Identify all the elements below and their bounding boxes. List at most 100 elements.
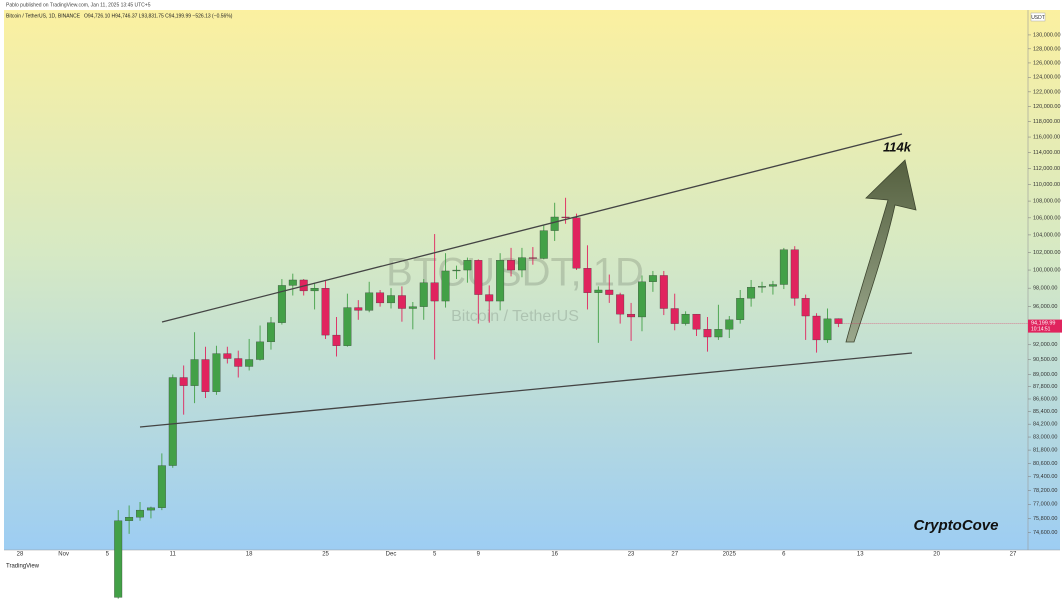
brand: TradingView — [6, 564, 40, 570]
candle-body — [114, 520, 123, 598]
candle-body — [136, 509, 144, 518]
candle-body — [125, 517, 134, 521]
candle-body — [496, 260, 505, 302]
candle-body — [343, 307, 352, 346]
symbol-line: Bitcoin / TetherUS, 1D, BINANCE — [6, 13, 81, 19]
price-tag: 94,199.99 — [1031, 321, 1055, 327]
candle-body — [397, 295, 406, 309]
candle-body — [528, 257, 537, 259]
candle-body — [267, 322, 275, 343]
y-tick-label: 128,000.00 — [1033, 46, 1061, 52]
y-tick-label: 130,000.00 — [1033, 32, 1061, 38]
candle-body — [452, 269, 461, 272]
y-tick-label: 80,600.00 — [1033, 461, 1057, 467]
candle-body — [408, 306, 417, 309]
x-tick-label: 27 — [1010, 552, 1017, 558]
countdown: 10:14:51 — [1031, 326, 1051, 332]
y-tick-label: 75,800.00 — [1033, 516, 1057, 522]
x-tick-label: Dec — [386, 552, 397, 558]
y-tick-label: 92,000.00 — [1033, 342, 1057, 348]
candle-body — [539, 230, 548, 259]
candle-body — [310, 288, 319, 292]
candle-body — [157, 465, 166, 508]
y-tick-label: 104,000.00 — [1033, 232, 1061, 238]
candle-body — [518, 257, 526, 271]
y-tick-label: 126,000.00 — [1033, 60, 1061, 66]
y-tick-label: 79,400.00 — [1033, 474, 1057, 480]
candle-body — [474, 260, 483, 295]
y-tick-label: 122,000.00 — [1033, 89, 1061, 95]
candle-body — [670, 308, 679, 324]
y-tick-label: 77,000.00 — [1033, 502, 1057, 508]
x-tick-label: 20 — [933, 552, 940, 558]
price-tag-box — [1028, 319, 1062, 333]
forecast-arrow — [845, 159, 917, 343]
candle-body — [736, 298, 745, 320]
y-tick-label: 100,000.00 — [1033, 268, 1061, 274]
candle-body — [616, 294, 625, 315]
candle-body — [801, 298, 810, 317]
publisher-line: Pablo published on TradingView.com, Jan … — [6, 2, 151, 8]
candle-body — [692, 313, 701, 330]
y-tick-label: 120,000.00 — [1033, 104, 1061, 110]
x-tick-label: 11 — [170, 552, 177, 558]
y-tick-label: 90,500.00 — [1033, 357, 1057, 363]
lower-trendline — [139, 352, 913, 428]
candle-body — [463, 260, 472, 271]
author-annotation: CryptoCove — [913, 517, 998, 534]
x-tick-label: 16 — [551, 552, 558, 558]
y-tick-label: 116,000.00 — [1033, 135, 1060, 141]
candle-body — [212, 353, 221, 392]
plot-background — [4, 10, 1060, 550]
x-tick-label: 6 — [782, 552, 786, 558]
candle-body — [779, 249, 788, 285]
candle-body — [485, 294, 494, 302]
candle-body — [747, 287, 756, 299]
candle-body — [179, 377, 188, 386]
y-tick-label: 118,000.00 — [1033, 119, 1060, 125]
candle-body — [223, 353, 232, 359]
candle-body — [168, 377, 177, 466]
candle-body — [638, 281, 646, 318]
y-tick-label: 112,000.00 — [1033, 166, 1060, 172]
watermark: BTCUSDT, 1D — [386, 251, 644, 295]
candle-body — [714, 329, 723, 338]
candle-body — [594, 289, 603, 293]
candle-body — [703, 329, 712, 338]
candle-body — [288, 279, 297, 286]
candle-body — [605, 289, 614, 295]
y-tick-label: 96,000.00 — [1033, 304, 1057, 310]
y-tick-label: 98,000.00 — [1033, 286, 1057, 292]
candles — [114, 197, 843, 599]
candle-body — [681, 313, 690, 324]
y-tick-label: 102,000.00 — [1033, 250, 1061, 256]
candle-body — [419, 282, 428, 307]
candle-body — [572, 217, 581, 269]
y-tick-label: 106,000.00 — [1033, 215, 1061, 221]
x-tick-label: 2025 — [723, 552, 737, 558]
x-tick-label: Nov — [58, 552, 69, 558]
candle-body — [201, 359, 210, 392]
x-tick-label: 28 — [17, 552, 24, 558]
x-tick-label: 25 — [322, 552, 329, 558]
y-tick-label: 83,000.00 — [1033, 434, 1057, 440]
candle-body — [387, 295, 395, 304]
y-tick-label: 87,800.00 — [1033, 384, 1057, 390]
candle-body — [234, 358, 243, 367]
candle-body — [256, 341, 265, 360]
target-annotation: 114k — [883, 139, 912, 154]
candle-body — [190, 359, 199, 386]
candle-body — [812, 315, 821, 341]
x-tick-label: 18 — [246, 552, 253, 558]
candle-body — [146, 507, 155, 511]
x-tick-label: 5 — [433, 552, 437, 558]
candle-body — [550, 216, 559, 231]
currency: USDT — [1031, 15, 1045, 21]
candle-body — [561, 216, 570, 218]
candle-body — [430, 282, 439, 302]
x-tick-label: 27 — [671, 552, 678, 558]
y-tick-label: 108,000.00 — [1033, 199, 1061, 205]
y-tick-label: 78,200.00 — [1033, 488, 1057, 494]
candle-body — [768, 284, 777, 287]
x-tick-label: 23 — [628, 552, 635, 558]
